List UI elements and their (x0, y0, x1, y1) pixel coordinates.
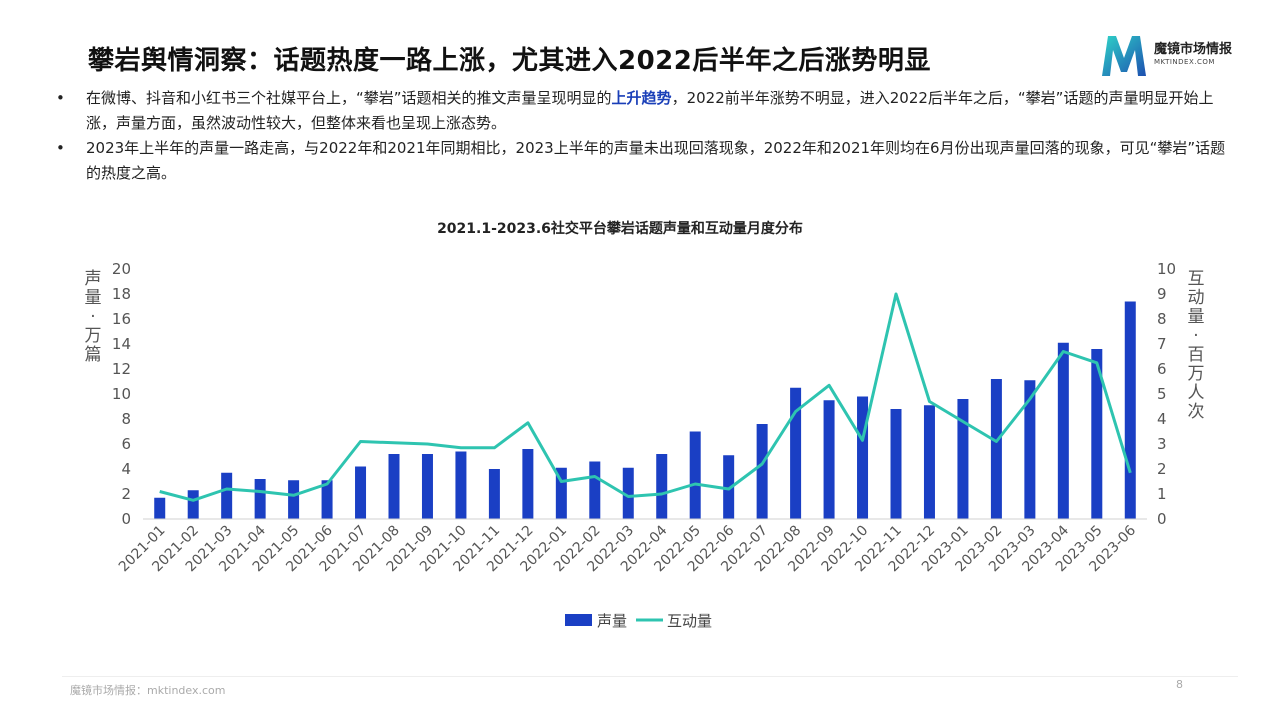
y-axis-right-label: 互动量 · 百万人次 (1187, 269, 1205, 422)
y-right-tick-label: 1 (1157, 485, 1167, 503)
y-right-tick-label: 4 (1157, 410, 1167, 428)
bar-shengliang (254, 479, 266, 519)
logo: 魔镜市场情报 MKTINDEX.COM (1098, 32, 1258, 78)
bullet-1-text: 在微博、抖音和小红书三个社媒平台上，“攀岩”话题相关的推文声量呈现明显的 (86, 89, 612, 107)
bar-shengliang (1057, 342, 1069, 519)
bar-shengliang (656, 454, 668, 519)
bar-shengliang (723, 455, 735, 519)
bar-shengliang (790, 387, 802, 519)
bar-shengliang (1024, 380, 1036, 519)
bar-shengliang (187, 490, 199, 519)
bar-shengliang (221, 472, 233, 519)
legend-label-bar: 声量 (597, 612, 627, 630)
bar-shengliang (555, 467, 567, 519)
y-right-tick-label: 0 (1157, 510, 1167, 528)
logo-brand: 魔镜市场情报 (1154, 42, 1233, 57)
bar-shengliang (689, 431, 701, 519)
y-left-tick-label: 8 (121, 410, 131, 428)
page-number: 8 (1176, 678, 1183, 691)
bullet-dot: • (56, 89, 65, 107)
bar-shengliang (488, 469, 500, 519)
page-title: 攀岩舆情洞察：话题热度一路上涨，尤其进入2022后半年之后涨势明显 (88, 46, 931, 76)
bar-shengliang (355, 466, 367, 519)
logo-url: MKTINDEX.COM (1154, 58, 1215, 66)
bar-shengliang (622, 467, 634, 519)
bullet-1-highlight: 上升趋势 (611, 89, 672, 107)
bar-shengliang (1091, 349, 1103, 519)
bar-shengliang (756, 424, 768, 519)
legend-label-line: 互动量 (667, 612, 712, 630)
bullet-1-text-end: ，2022前半年涨势不明显，进入2022后半年之后，“攀岩”话题的声量明显开始上… (86, 89, 1214, 132)
bar-shengliang (154, 497, 166, 519)
bar-shengliang (388, 454, 400, 519)
bar-shengliang (923, 405, 935, 519)
bullet-2-text: 2023年上半年的声量一路走高，与2022年和2021年同期相比，2023上半年… (86, 139, 1226, 182)
y-right-tick-label: 8 (1157, 310, 1167, 328)
footer-divider (62, 676, 1238, 677)
y-left-tick-label: 2 (121, 485, 131, 503)
y-left-tick-label: 16 (112, 310, 131, 328)
y-left-tick-label: 12 (112, 360, 131, 378)
bar-shengliang (321, 480, 333, 519)
bar-shengliang (288, 480, 300, 519)
y-right-tick-label: 7 (1157, 335, 1167, 353)
y-right-tick-label: 5 (1157, 385, 1167, 403)
y-left-tick-label: 0 (121, 510, 131, 528)
bar-shengliang (890, 409, 902, 519)
logo-m-icon (1102, 36, 1146, 76)
bar-shengliang (522, 449, 534, 519)
bullet-dot: • (56, 139, 65, 157)
y-left-tick-label: 4 (121, 460, 131, 478)
bullet-item-2: • 2023年上半年的声量一路走高，与2022年和2021年同期相比，2023上… (50, 136, 1230, 186)
bar-shengliang (990, 379, 1002, 519)
bar-shengliang (589, 461, 601, 519)
y-left-tick-label: 18 (112, 285, 131, 303)
y-left-tick-label: 10 (112, 385, 131, 403)
y-left-tick-label: 6 (121, 435, 131, 453)
y-right-tick-label: 2 (1157, 460, 1167, 478)
bar-shengliang (1124, 301, 1136, 519)
legend-swatch-bar (565, 614, 592, 626)
bar-shengliang (957, 399, 969, 519)
bullet-item-1: • 在微博、抖音和小红书三个社媒平台上，“攀岩”话题相关的推文声量呈现明显的上升… (50, 86, 1230, 136)
bar-shengliang (823, 400, 835, 519)
line-hudongliang (159, 292, 1132, 502)
chart-title: 2021.1-2023.6社交平台攀岩话题声量和互动量月度分布 (437, 221, 803, 237)
y-left-tick-label: 20 (112, 260, 131, 278)
bar-shengliang (421, 454, 433, 519)
y-left-tick-label: 14 (112, 335, 131, 353)
bar-shengliang (857, 396, 869, 519)
bullet-list: • 在微博、抖音和小红书三个社媒平台上，“攀岩”话题相关的推文声量呈现明显的上升… (50, 86, 1230, 186)
y-axis-left-label: 声量 · 万篇 (84, 269, 102, 365)
y-right-tick-label: 10 (1157, 260, 1176, 278)
y-right-tick-label: 9 (1157, 285, 1167, 303)
y-right-tick-label: 3 (1157, 435, 1167, 453)
bar-shengliang (455, 451, 467, 519)
footer-source: 魔镜市场情报：mktindex.com (70, 684, 226, 697)
y-right-tick-label: 6 (1157, 360, 1167, 378)
